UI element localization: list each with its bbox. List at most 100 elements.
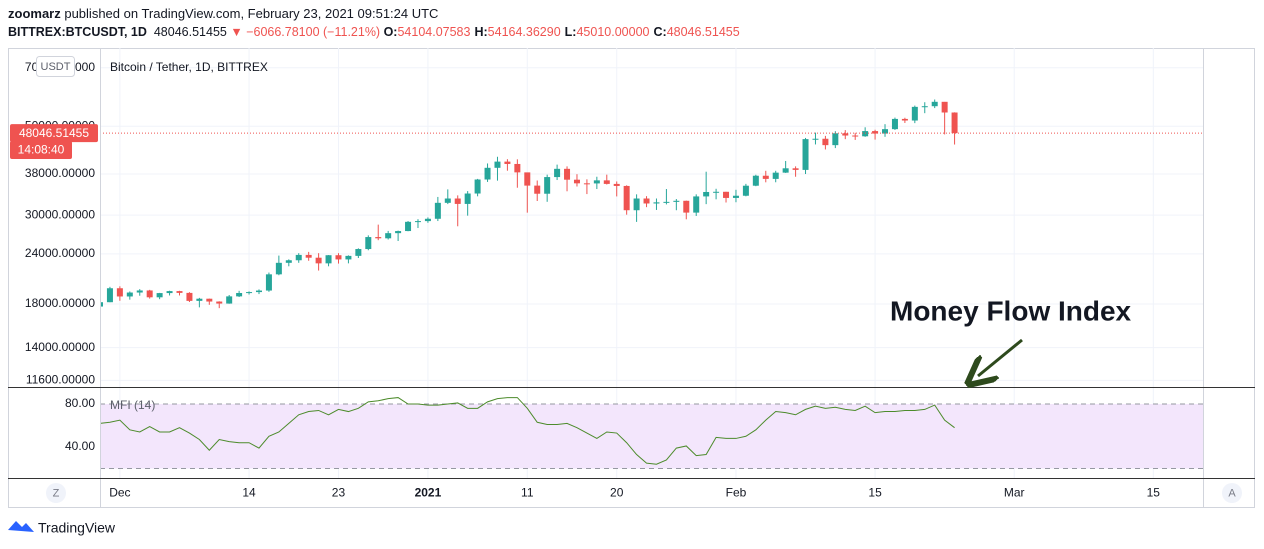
- y-tick-label: 30000.00000: [25, 207, 95, 221]
- countdown-badge: [10, 141, 72, 159]
- x-tick-label: Feb: [726, 486, 747, 500]
- candle-body: [335, 255, 342, 260]
- ohlc: O:54104.07583 H:54164.36290 L:45010.00000 C…: [384, 25, 744, 39]
- price-badge: [10, 124, 98, 143]
- candle-body: [265, 274, 272, 291]
- candle-body: [554, 168, 561, 178]
- x-tick-label: 20: [610, 486, 624, 500]
- candle-body: [921, 106, 928, 108]
- zoom-label: Z: [53, 487, 60, 499]
- indicator-title: MFI (14): [110, 398, 155, 412]
- candle-body: [951, 112, 958, 134]
- ohlc-value: 54104.07583: [397, 25, 471, 39]
- candle-body: [842, 133, 849, 136]
- ohlc-value: 54164.36290: [487, 25, 561, 39]
- candle-body: [862, 131, 869, 137]
- change: ▼ −6066.78100 (−11.21%): [230, 25, 381, 39]
- x-tick-label: 15: [1147, 486, 1161, 500]
- candle-body: [226, 296, 233, 304]
- candle-body: [454, 198, 461, 204]
- candle-body: [544, 177, 551, 194]
- annotation-arrow: [978, 338, 1023, 376]
- candle-body: [385, 233, 392, 239]
- candle-body: [633, 198, 640, 211]
- candle-body: [414, 221, 421, 223]
- candle-body: [166, 291, 173, 294]
- currency: USDT: [41, 61, 71, 73]
- symbol-line: BITTREX:BTCUSDT, 1D 48046.51455 ▼ −6066.…: [8, 25, 744, 39]
- candle-body: [106, 288, 113, 303]
- y-tick-label: 38000.00000: [25, 166, 95, 180]
- candle-body: [911, 106, 918, 121]
- ohlc-label: L:: [564, 25, 577, 39]
- candle-body: [136, 290, 143, 293]
- candle-body: [100, 302, 103, 307]
- candle-body: [703, 191, 710, 197]
- candle-body: [663, 201, 670, 203]
- candle-body: [613, 183, 620, 186]
- currency-box[interactable]: [36, 56, 75, 77]
- candle-body: [305, 254, 312, 258]
- x-tick-label: 14: [242, 486, 256, 500]
- candle-body: [424, 218, 431, 222]
- candle-body: [444, 198, 451, 203]
- candle-body: [345, 255, 352, 260]
- x-tick-label: 2021: [415, 486, 442, 500]
- auto-button[interactable]: [1222, 483, 1242, 503]
- candle-body: [693, 196, 700, 213]
- published: published on TradingView.com, February 2…: [60, 6, 439, 21]
- candle-body: [285, 260, 292, 263]
- candle-body: [941, 101, 948, 113]
- candle-body: [534, 185, 541, 194]
- candle-body: [931, 101, 938, 107]
- candle-body: [812, 138, 819, 140]
- symbol: BITTREX:BTCUSDT, 1D: [8, 25, 147, 39]
- mfi-line: [99, 397, 955, 465]
- annotation: Money Flow Index: [890, 295, 1132, 326]
- candle-body: [593, 180, 600, 184]
- y-tick-label: 24000.00000: [25, 246, 95, 260]
- candle-body: [752, 175, 759, 186]
- candle-body: [802, 139, 809, 170]
- zoom-button[interactable]: [46, 483, 66, 503]
- y-tick-label: 11600.00000: [26, 373, 96, 387]
- candle-body: [355, 249, 362, 256]
- candle-body: [583, 183, 590, 185]
- candle-body: [901, 118, 908, 121]
- x-tick-label: Dec: [109, 486, 130, 500]
- candle-body: [772, 172, 779, 179]
- candle-body: [514, 163, 521, 173]
- y-tick-label: 14000.00000: [25, 340, 95, 354]
- candle-body: [643, 198, 650, 204]
- candle-body: [365, 237, 372, 250]
- mfi-band: [100, 404, 1203, 469]
- frame: [8, 48, 1255, 508]
- candle-body: [504, 161, 511, 164]
- last-price: 48046.51455: [153, 25, 227, 39]
- candle-body: [434, 202, 441, 219]
- ohlc-value: 48046.51455: [666, 25, 740, 39]
- candle-body: [315, 257, 322, 264]
- candle-body: [246, 292, 253, 294]
- candle-body: [742, 185, 749, 196]
- candle-body: [176, 291, 183, 293]
- candle-body: [713, 191, 720, 193]
- candle-body: [156, 293, 163, 298]
- candle-body: [564, 168, 571, 180]
- x-tick-label: 11: [521, 486, 534, 500]
- x-tick-label: 23: [332, 486, 346, 500]
- candle-body: [723, 191, 730, 198]
- candle-body: [186, 292, 193, 301]
- candles: [100, 99, 958, 309]
- candle-body: [295, 254, 302, 261]
- candle-body: [216, 301, 223, 304]
- x-tick-label: 15: [868, 486, 882, 500]
- candle-body: [464, 193, 471, 204]
- candle-body: [623, 185, 630, 211]
- candle-body: [732, 195, 739, 198]
- candle-body: [653, 202, 660, 204]
- candle-body: [196, 298, 203, 301]
- candle-body: [792, 168, 799, 170]
